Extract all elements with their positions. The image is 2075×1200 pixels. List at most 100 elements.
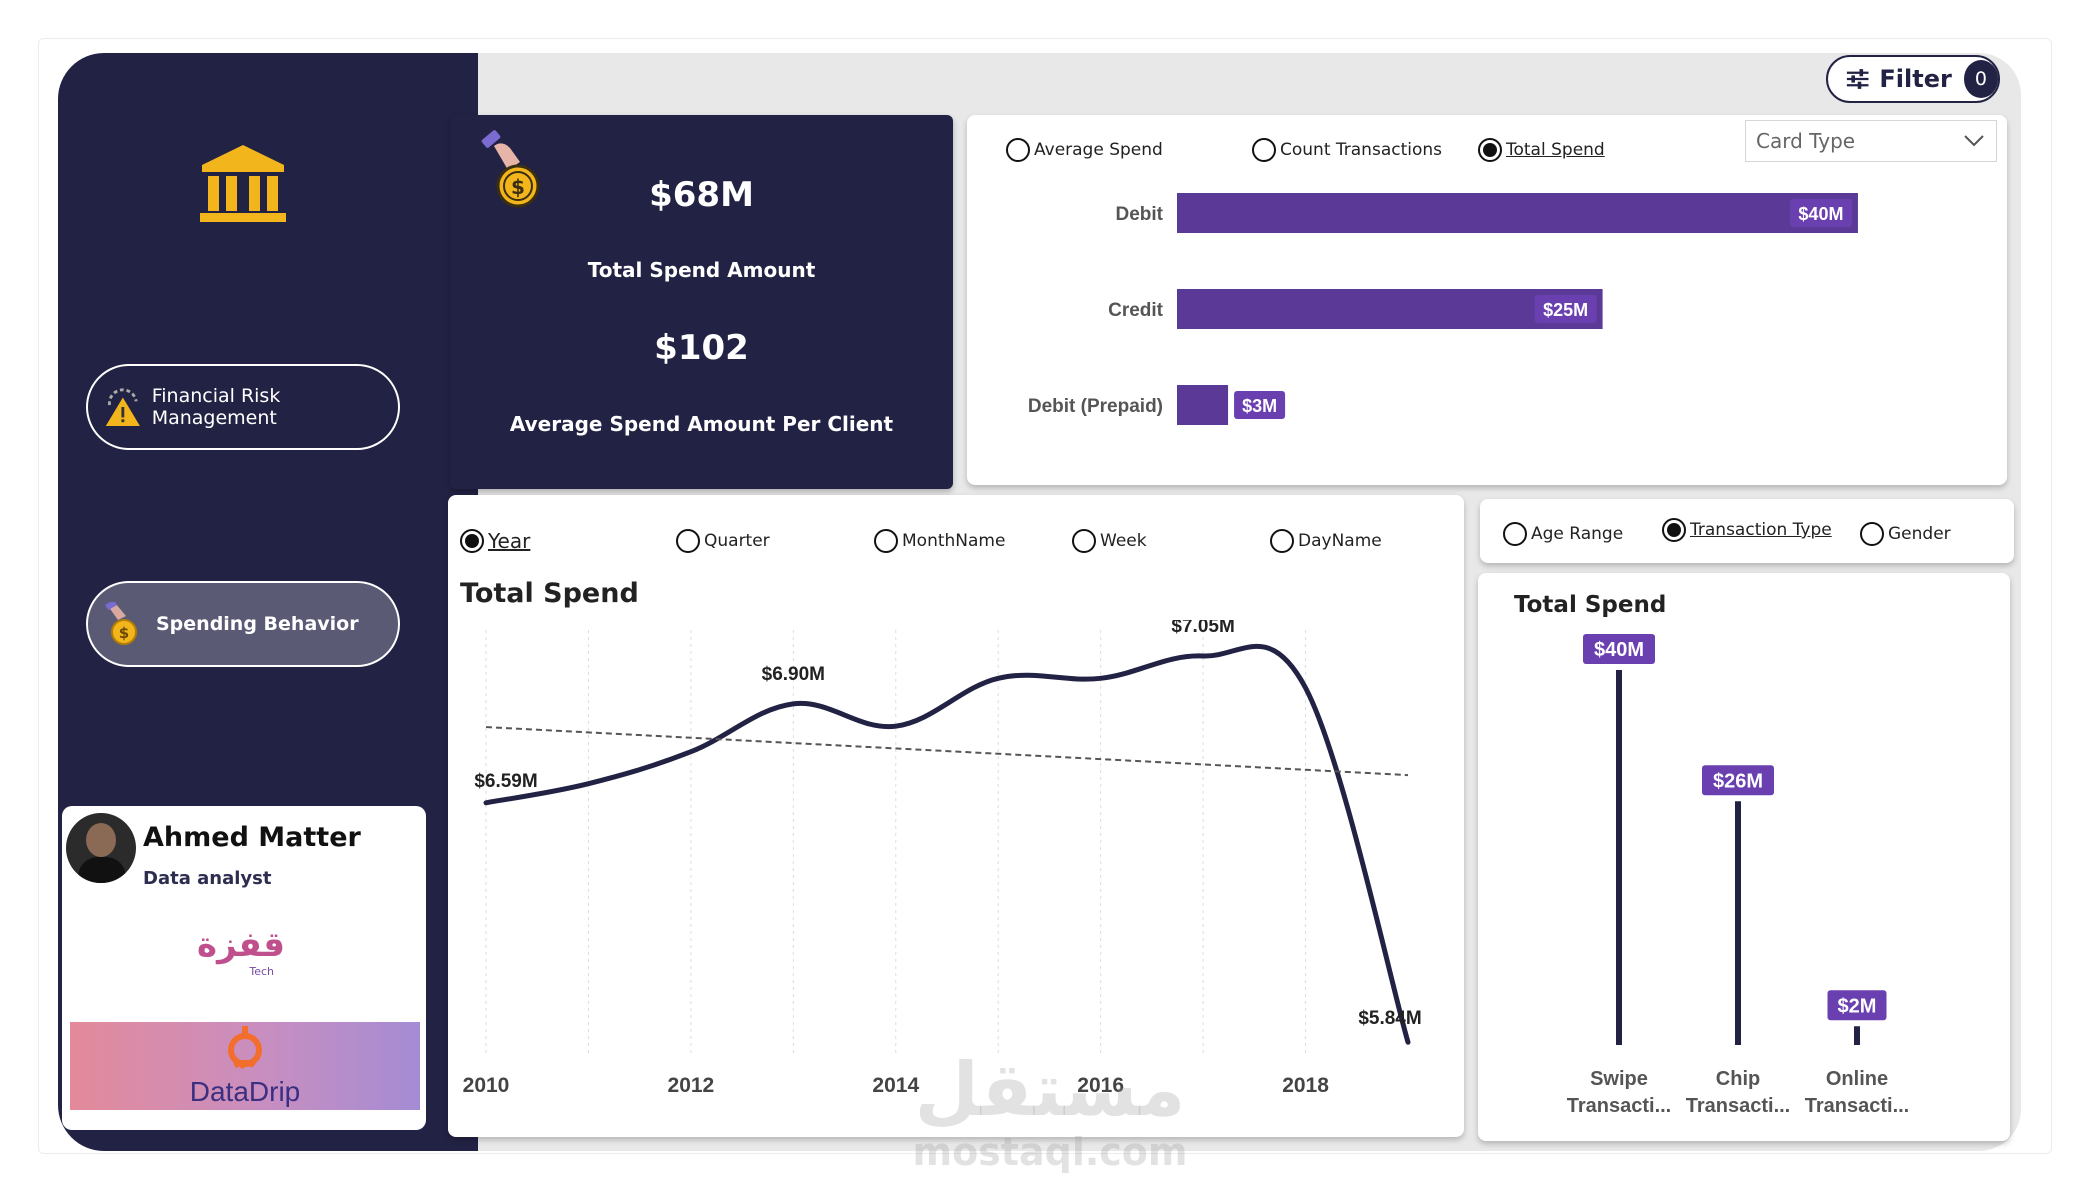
profile-role: Data analyst xyxy=(143,868,272,889)
point-label: $6.90M xyxy=(762,664,825,685)
bar-value-badge xyxy=(1234,391,1286,419)
transaction-type-lollipop-chart: $40M Swipe Transacti... $26M Chip Transacti..… xyxy=(1567,634,1910,1117)
category-label: Online xyxy=(1826,1068,1888,1090)
svg-text:$: $ xyxy=(119,624,129,642)
x-tick-label: 2018 xyxy=(1282,1074,1329,1097)
radio-label: Week xyxy=(1100,531,1147,551)
avg-spend-value: $102 xyxy=(654,328,749,368)
bar xyxy=(1177,289,1603,329)
nav-spending-behavior[interactable]: $ Spending Behavior xyxy=(86,581,400,667)
bar-value-label: $3M xyxy=(1242,396,1277,416)
category-label: Swipe xyxy=(1590,1068,1648,1090)
x-tick-label: 2016 xyxy=(1077,1074,1124,1097)
radio-average-spend[interactable]: Average Spend xyxy=(1006,138,1163,162)
radio-circle xyxy=(1072,529,1096,553)
bank-icon xyxy=(200,145,286,222)
nav-label: Spending Behavior xyxy=(156,613,359,635)
bar-value-label: $40M xyxy=(1798,204,1843,224)
radio-transaction-type[interactable]: Transaction Type xyxy=(1662,518,1832,542)
category-label: Chip xyxy=(1716,1068,1760,1090)
bar xyxy=(1177,193,1858,233)
radio-label: DayName xyxy=(1298,531,1382,551)
coin-hand-icon: $ xyxy=(481,130,540,208)
bar-category-label: Credit xyxy=(1108,300,1164,321)
radio-quarter[interactable]: Quarter xyxy=(676,529,770,553)
sliders-icon xyxy=(1846,69,1869,89)
radio-circle xyxy=(1252,138,1276,162)
point-label: $7.05M xyxy=(1171,620,1234,637)
dropdown-placeholder: Card Type xyxy=(1756,129,1856,153)
page-frame xyxy=(38,38,2052,1154)
line-chart-title: Total Spend xyxy=(460,578,639,609)
x-tick-label: 2012 xyxy=(668,1074,715,1097)
category-label: Transacti... xyxy=(1567,1095,1672,1117)
bar xyxy=(1177,385,1229,425)
drip-icon xyxy=(228,1026,262,1069)
watermark-arabic: مستقل xyxy=(914,1047,1186,1133)
radio-label: Year xyxy=(488,529,531,553)
category-label: Transacti... xyxy=(1805,1095,1910,1117)
point-label: $5.84M xyxy=(1358,1008,1421,1029)
radio-label: Average Spend xyxy=(1034,140,1163,160)
avatar xyxy=(66,813,136,883)
x-tick-label: 2014 xyxy=(872,1074,919,1097)
radio-label: Transaction Type xyxy=(1690,520,1832,540)
datadrip-logo-text: DataDrip xyxy=(189,1076,301,1107)
radio-circle xyxy=(1860,522,1884,546)
bar-category-label: Debit xyxy=(1116,204,1164,225)
radio-circle xyxy=(1270,529,1294,553)
svg-text:$: $ xyxy=(511,175,525,199)
lollipop-value-badge xyxy=(1827,990,1887,1021)
total-spend-line-chart: 2010 2012 2014 2016 2018 $6.59M $6.90M $7.05M $5… xyxy=(463,620,1422,1097)
lollipop-value-badge xyxy=(1583,634,1655,664)
trendline xyxy=(485,726,1409,777)
transaction-type-panel xyxy=(1478,573,2010,1141)
radio-dayname[interactable]: DayName xyxy=(1270,529,1382,553)
avg-spend-label: Average Spend Amount Per Client xyxy=(509,412,894,436)
total-spend-label: Total Spend Amount xyxy=(587,258,816,282)
qafza-tech-logo: قفزة Tech xyxy=(197,925,285,978)
radio-label: Quarter xyxy=(704,531,770,551)
radio-gender[interactable]: Gender xyxy=(1860,522,1951,546)
point-label: $6.59M xyxy=(474,771,537,792)
bar-value-badge xyxy=(1789,199,1852,227)
radio-circle xyxy=(1503,522,1527,546)
lollipop-value-label: $26M xyxy=(1713,770,1763,792)
radio-circle xyxy=(1662,518,1686,542)
radio-circle xyxy=(874,529,898,553)
nav-financial-risk-management[interactable]: Financial Risk Management xyxy=(86,364,400,450)
dimension-selector xyxy=(1480,499,2014,563)
card-type-bar-chart: Debit $40M Credit $25M Debit (Prepaid) $3M xyxy=(1028,193,1858,425)
radio-circle xyxy=(460,529,484,553)
watermark-latin: mostaql.com xyxy=(912,1130,1188,1174)
radio-circle xyxy=(1478,138,1502,162)
card-type-dropdown[interactable]: Card Type xyxy=(1745,120,1997,162)
radio-label: MonthName xyxy=(902,531,1006,551)
radio-label: Count Transactions xyxy=(1280,140,1442,160)
total-spend-value: $68M xyxy=(649,175,754,215)
filter-label: Filter xyxy=(1879,65,1952,93)
radio-count-transactions[interactable]: Count Transactions xyxy=(1252,138,1442,162)
filter-count-badge: 0 xyxy=(1963,60,1998,98)
bar-category-label: Debit (Prepaid) xyxy=(1028,396,1163,417)
radio-total-spend[interactable]: Total Spend xyxy=(1478,138,1605,162)
profile-name: Ahmed Matter xyxy=(143,822,361,853)
radio-circle xyxy=(1006,138,1030,162)
chevron-down-icon xyxy=(1964,135,1984,147)
radio-label: Age Range xyxy=(1531,524,1624,544)
filter-button[interactable]: Filter 0 xyxy=(1826,55,2000,103)
category-label: Transacti... xyxy=(1686,1095,1791,1117)
radio-circle xyxy=(676,529,700,553)
radio-age-range[interactable]: Age Range xyxy=(1503,522,1623,546)
radio-week[interactable]: Week xyxy=(1072,529,1147,553)
radio-label: Gender xyxy=(1888,524,1951,544)
radio-year[interactable]: Year xyxy=(460,529,530,553)
coin-hand-icon: $ xyxy=(105,602,137,645)
bar-value-badge xyxy=(1534,295,1597,323)
bar-value-label: $25M xyxy=(1543,300,1588,320)
radio-label: Total Spend xyxy=(1506,140,1605,160)
risk-warning-icon xyxy=(105,388,140,426)
radio-monthname[interactable]: MonthName xyxy=(874,529,1005,553)
nav-label: Financial Risk Management xyxy=(151,385,281,429)
lollipop-chart-title: Total Spend xyxy=(1514,592,1667,618)
